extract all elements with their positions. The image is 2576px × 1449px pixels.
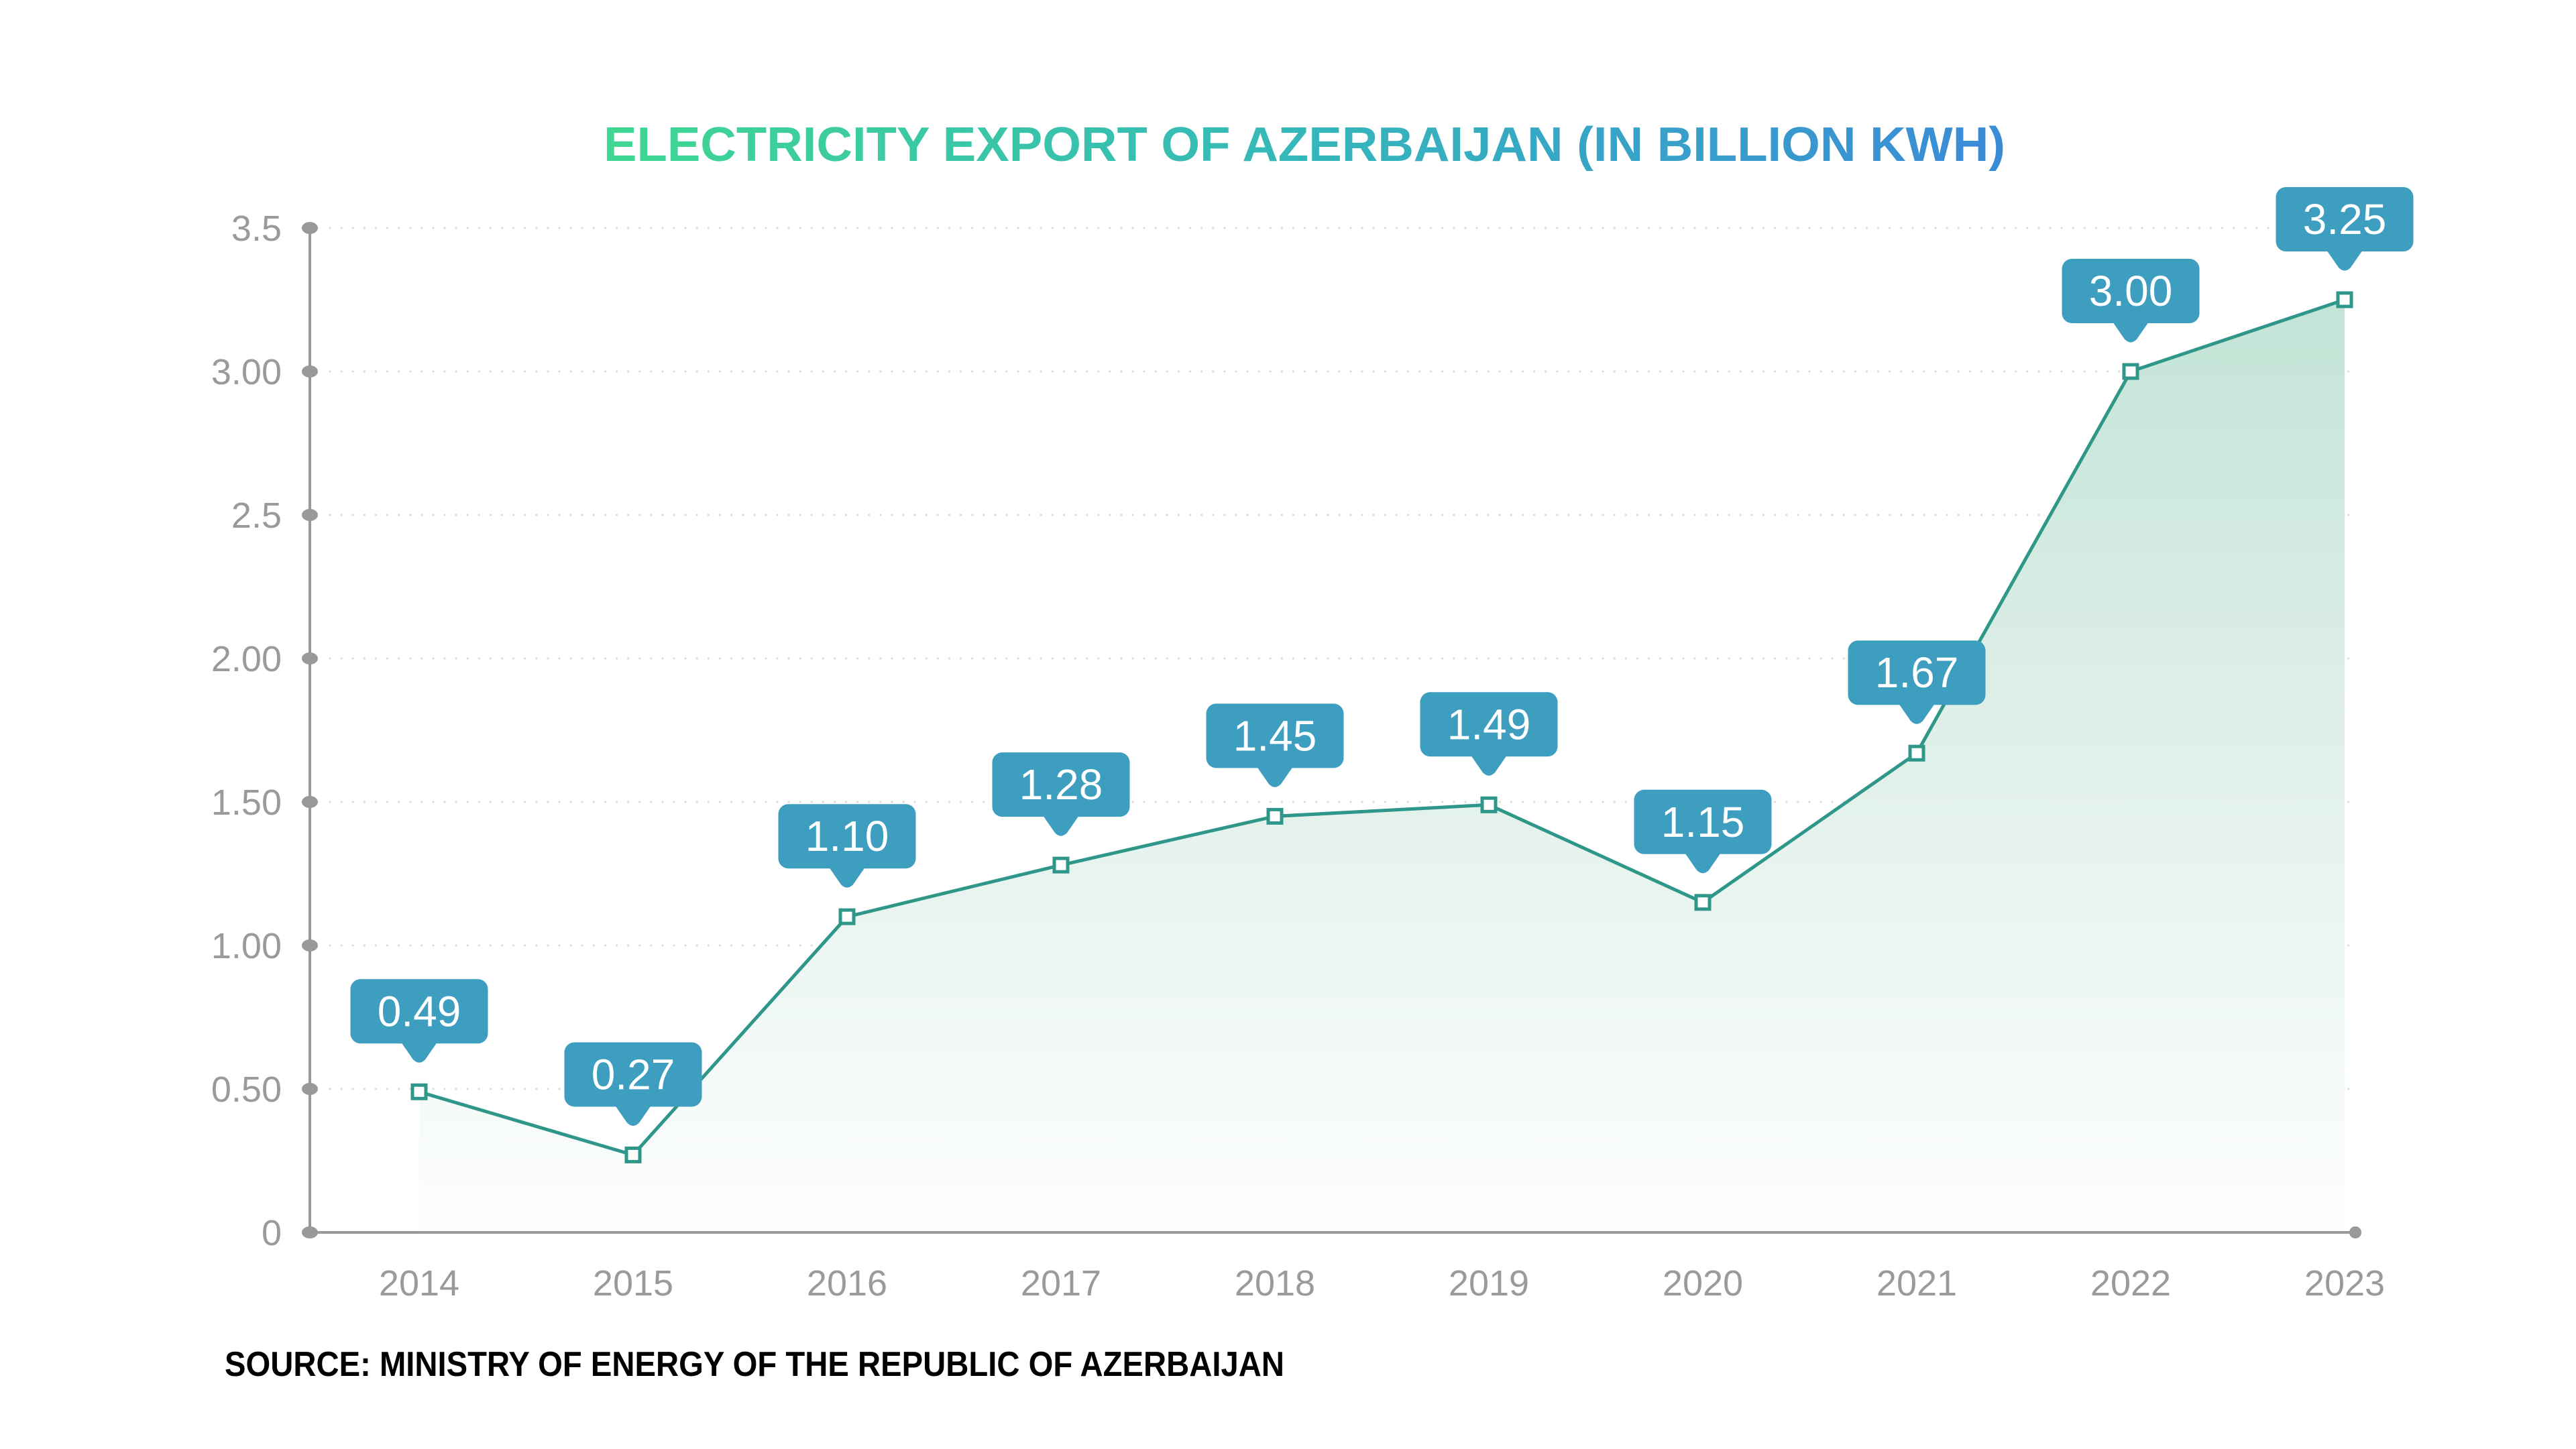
x-axis-year-label: 2017 bbox=[1021, 1263, 1101, 1303]
area-fill bbox=[419, 300, 2345, 1232]
data-point-marker bbox=[1480, 796, 1498, 813]
axes bbox=[302, 222, 2361, 1238]
y-axis-tick-label: 0 bbox=[262, 1213, 282, 1253]
badge-tail bbox=[1257, 766, 1293, 787]
value-badge: 1.28 bbox=[992, 752, 1130, 836]
data-point-marker bbox=[1908, 744, 1925, 762]
badge-tail bbox=[1685, 852, 1721, 874]
data-point-marker bbox=[2336, 291, 2353, 308]
badge-bubble bbox=[1206, 703, 1344, 768]
badge-value: 0.27 bbox=[592, 1050, 675, 1098]
y-axis-tick-label: 2.5 bbox=[231, 496, 282, 536]
y-axis-tick-dot bbox=[302, 222, 318, 234]
badge-bubble bbox=[350, 979, 488, 1044]
y-axis-tick-label: 0.50 bbox=[211, 1069, 282, 1110]
y-axis-tick-label: 3.00 bbox=[211, 352, 282, 392]
badge-bubble bbox=[778, 804, 916, 869]
y-axis-tick-label: 3.5 bbox=[231, 209, 282, 249]
badge-value: 1.45 bbox=[1233, 711, 1317, 760]
badge-tail bbox=[401, 1042, 437, 1063]
badge-value: 1.10 bbox=[805, 812, 889, 860]
badge-tail bbox=[1471, 755, 1507, 776]
badge-tail bbox=[1899, 703, 1935, 724]
y-axis-tick-dot bbox=[302, 939, 318, 951]
badge-tail bbox=[829, 867, 865, 888]
x-axis-year-label: 2014 bbox=[379, 1263, 459, 1303]
y-axis-tick-dot bbox=[302, 1226, 318, 1238]
badge-tail bbox=[2113, 322, 2149, 343]
data-point-marker bbox=[838, 908, 856, 925]
y-axis-tick-dot bbox=[302, 796, 318, 808]
value-badge: 0.27 bbox=[564, 1042, 702, 1126]
x-axis-year-label: 2023 bbox=[2304, 1263, 2385, 1303]
badge-value: 0.49 bbox=[378, 987, 461, 1035]
y-axis-tick-dot bbox=[302, 365, 318, 378]
y-axis-tick-dot bbox=[302, 652, 318, 664]
line-series bbox=[410, 291, 2353, 1163]
badge-value: 3.25 bbox=[2303, 195, 2387, 243]
badge-value: 1.49 bbox=[1447, 700, 1531, 748]
chart-title: ELECTRICITY EXPORT OF AZERBAIJAN (IN BIL… bbox=[604, 118, 2005, 172]
badge-bubble bbox=[992, 752, 1130, 817]
data-point-marker bbox=[1694, 894, 1712, 911]
badge-bubble bbox=[2276, 187, 2414, 251]
badge-bubble bbox=[564, 1042, 702, 1107]
value-badge: 1.15 bbox=[1634, 789, 1772, 874]
y-axis-tick-label: 1.50 bbox=[211, 783, 282, 823]
y-axis-tick-label: 2.00 bbox=[211, 639, 282, 679]
badge-bubble bbox=[1420, 692, 1558, 757]
y-axis-labels: 0 0.50 1.00 1.50 2.00 2.5 3.00 3.5 bbox=[211, 209, 282, 1253]
x-axis-year-label: 2019 bbox=[1449, 1263, 1529, 1303]
badge-bubble bbox=[2062, 259, 2200, 323]
value-badges: 0.49 0.27 1.10 1.28 1.45 1.49 1.15 1.67 3.00 3.25 bbox=[350, 187, 2414, 1126]
value-badge: 0.49 bbox=[350, 979, 488, 1063]
value-badge: 1.67 bbox=[1848, 640, 1986, 724]
badge-tail bbox=[615, 1105, 651, 1126]
area-series bbox=[419, 300, 2345, 1232]
trend-line bbox=[417, 298, 2347, 1157]
badge-bubble bbox=[1634, 789, 1772, 854]
source-caption: SOURCE: MINISTRY OF ENERGY OF THE REPUBL… bbox=[225, 1345, 1284, 1384]
x-axis-labels: 2014 2015 2016 2017 2018 2019 2020 2021 2022 2023 bbox=[379, 1263, 2385, 1303]
x-axis-year-label: 2015 bbox=[593, 1263, 673, 1303]
value-badge: 3.00 bbox=[2062, 259, 2200, 343]
x-axis-year-label: 2016 bbox=[807, 1263, 887, 1303]
y-axis-tick-dot bbox=[302, 509, 318, 521]
data-point-marker bbox=[624, 1146, 642, 1163]
badge-value: 1.67 bbox=[1875, 648, 1959, 697]
y-axis-tick-label: 1.00 bbox=[211, 926, 282, 966]
badge-value: 1.28 bbox=[1019, 760, 1103, 809]
x-axis-end-dot bbox=[2349, 1226, 2361, 1238]
data-point-marker bbox=[1052, 856, 1070, 874]
x-axis-year-label: 2022 bbox=[2090, 1263, 2171, 1303]
y-axis-tick-dot bbox=[302, 1083, 318, 1095]
badge-tail bbox=[2327, 250, 2363, 271]
data-point-marker bbox=[410, 1083, 428, 1100]
value-badge: 1.45 bbox=[1206, 703, 1344, 787]
badge-bubble bbox=[1848, 640, 1986, 705]
value-badge: 1.10 bbox=[778, 804, 916, 888]
x-axis-year-label: 2018 bbox=[1235, 1263, 1315, 1303]
data-point-marker bbox=[1266, 807, 1284, 825]
x-axis-year-label: 2020 bbox=[1663, 1263, 1743, 1303]
badge-value: 1.15 bbox=[1661, 798, 1745, 846]
badge-tail bbox=[1043, 815, 1079, 836]
badge-value: 3.00 bbox=[2089, 267, 2173, 315]
data-point-marker bbox=[2122, 363, 2139, 380]
value-badge: 1.49 bbox=[1420, 692, 1558, 776]
value-badge: 3.25 bbox=[2276, 187, 2414, 271]
x-axis-year-label: 2021 bbox=[1877, 1263, 1957, 1303]
